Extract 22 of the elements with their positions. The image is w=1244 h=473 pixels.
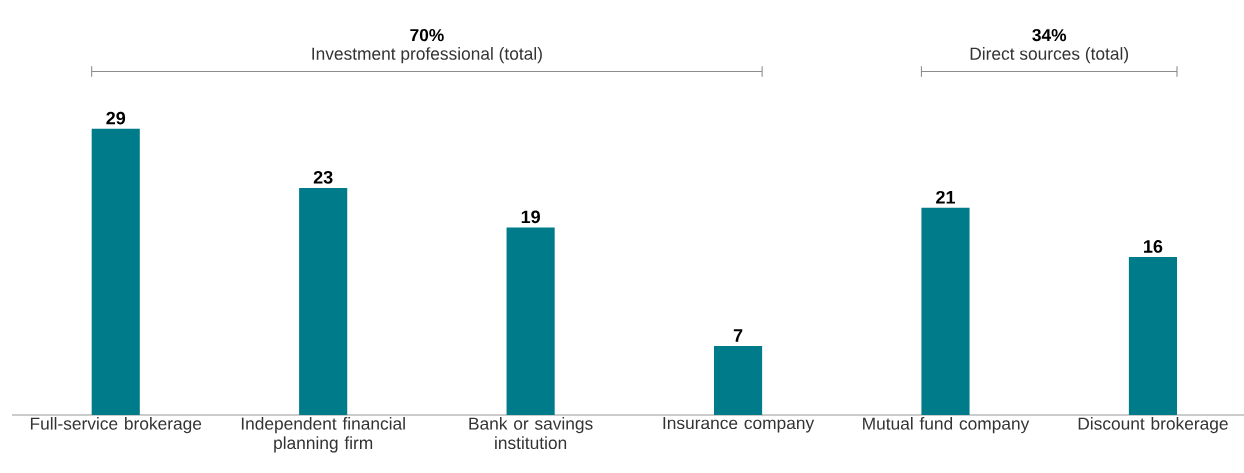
bar <box>506 227 555 415</box>
data-label: 19 <box>521 210 540 224</box>
x-tick-label: Bank or savings institution <box>469 417 593 450</box>
text: Direct sources (total) <box>970 47 1129 64</box>
bar <box>299 188 348 415</box>
text: 34% <box>1032 28 1067 42</box>
x-tick-label: Insurance company <box>663 417 815 433</box>
data-label: 21 <box>936 190 956 204</box>
bar <box>1128 257 1177 415</box>
data-label: 7 <box>733 329 743 342</box>
bar <box>91 128 140 415</box>
text: Investment professional (total) <box>312 47 542 64</box>
data-label: 16 <box>1144 240 1163 253</box>
bar <box>714 345 763 415</box>
x-tick-label: Mutual fund company <box>863 417 1030 434</box>
text: 70% <box>410 28 444 42</box>
bar <box>921 207 970 415</box>
x-tick-label: Full-service brokerage <box>30 417 202 434</box>
x-tick-label: Independent financial planning firm <box>241 417 405 453</box>
data-label: 23 <box>313 170 333 184</box>
x-tick-label: Discount brokerage <box>1078 417 1228 434</box>
data-label: 29 <box>106 111 126 125</box>
